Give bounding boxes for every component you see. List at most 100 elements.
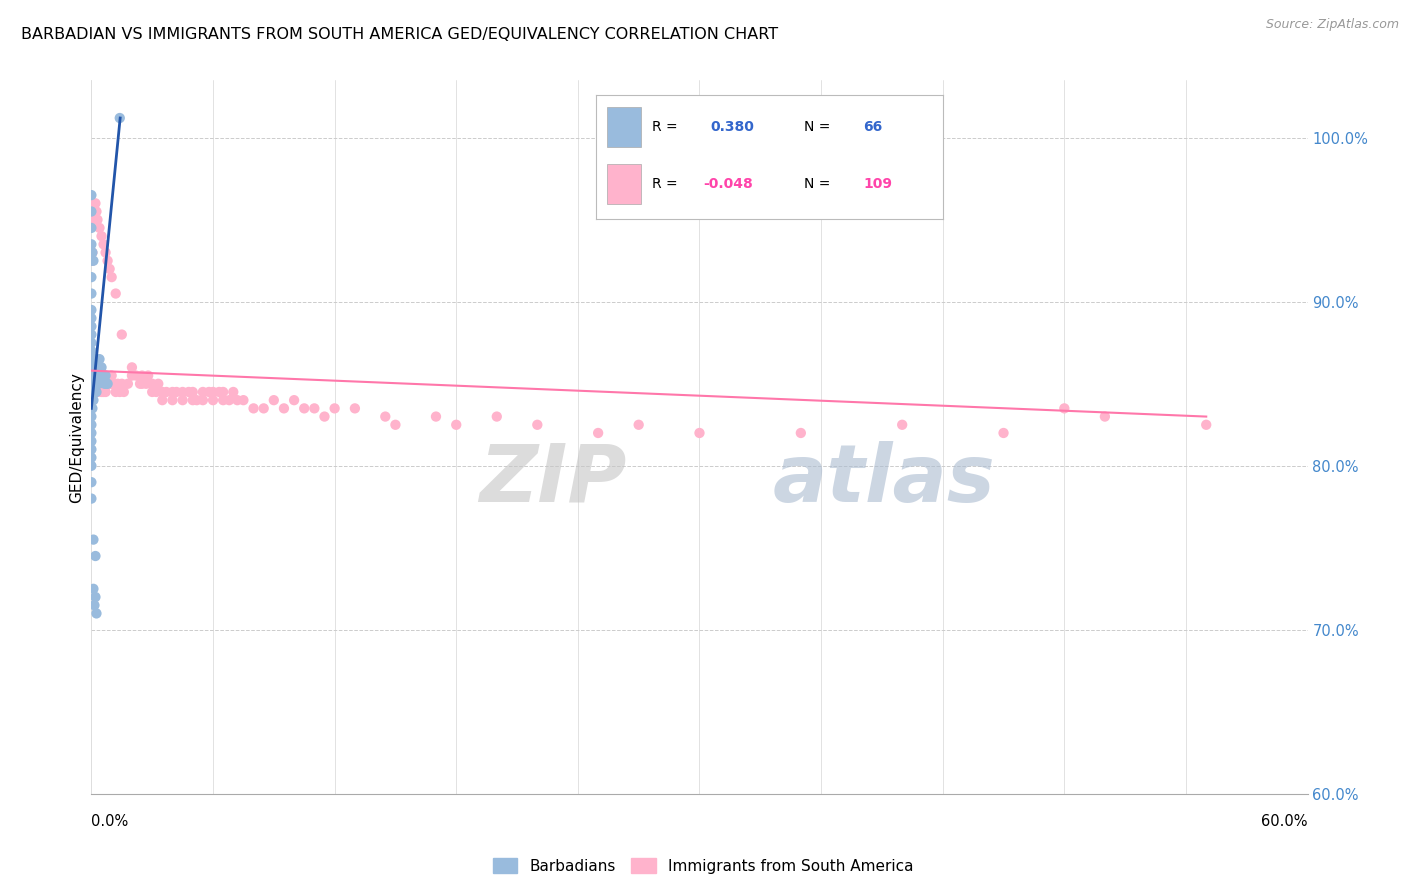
Point <box>150 384 173 399</box>
Point <box>526 417 548 432</box>
Point <box>166 384 188 399</box>
Point <box>627 417 650 432</box>
Point <box>131 376 153 391</box>
Point <box>107 376 129 391</box>
Point <box>111 327 134 342</box>
Point <box>80 302 103 317</box>
Point <box>80 376 103 391</box>
Point <box>82 253 104 268</box>
Point <box>86 376 108 391</box>
Point <box>253 401 276 416</box>
Point <box>202 393 225 408</box>
Point <box>80 253 103 268</box>
Point <box>202 384 225 399</box>
Point <box>444 417 467 432</box>
Point <box>112 384 135 399</box>
Point <box>148 376 170 391</box>
Point <box>82 376 104 391</box>
Point <box>80 409 103 424</box>
Point <box>1195 417 1218 432</box>
Point <box>181 384 204 399</box>
Point <box>141 384 163 399</box>
Point <box>97 376 120 391</box>
Point <box>94 368 117 383</box>
Point <box>1053 401 1076 416</box>
Point <box>82 360 104 375</box>
Point <box>162 393 184 408</box>
Point <box>100 368 122 383</box>
Point <box>86 376 108 391</box>
Point <box>82 384 104 399</box>
Point <box>80 221 103 235</box>
Point <box>93 368 115 383</box>
Text: BARBADIAN VS IMMIGRANTS FROM SOUTH AMERICA GED/EQUIVALENCY CORRELATION CHART: BARBADIAN VS IMMIGRANTS FROM SOUTH AMERI… <box>21 27 778 42</box>
Point <box>82 582 104 596</box>
Point <box>425 409 447 424</box>
Point <box>891 417 914 432</box>
Point <box>89 368 111 383</box>
Legend: Barbadians, Immigrants from South America: Barbadians, Immigrants from South Americ… <box>486 852 920 880</box>
Point <box>111 376 134 391</box>
Point <box>82 253 104 268</box>
Point <box>177 384 200 399</box>
Point <box>90 360 112 375</box>
Point <box>145 384 167 399</box>
Point <box>172 393 194 408</box>
Point <box>80 384 103 399</box>
Point <box>93 384 115 399</box>
Point <box>80 376 103 391</box>
Point <box>790 425 813 440</box>
Point <box>82 401 104 416</box>
Point <box>80 343 103 358</box>
Point <box>80 286 103 301</box>
Point <box>86 607 108 621</box>
Point <box>343 401 366 416</box>
Point <box>80 442 103 457</box>
Point <box>97 376 120 391</box>
Point <box>90 376 112 391</box>
Point <box>125 368 148 383</box>
Point <box>186 393 208 408</box>
Text: Source: ZipAtlas.com: Source: ZipAtlas.com <box>1265 18 1399 31</box>
Point <box>97 253 120 268</box>
Point <box>87 376 110 391</box>
Text: atlas: atlas <box>772 441 995 519</box>
Point <box>84 352 107 367</box>
Point <box>86 368 108 383</box>
Point <box>121 360 143 375</box>
Point <box>80 188 103 202</box>
Point <box>80 311 103 326</box>
Point <box>93 237 115 252</box>
Point <box>80 450 103 465</box>
Point <box>82 368 104 383</box>
Point <box>89 376 111 391</box>
Point <box>93 376 115 391</box>
Point <box>485 409 508 424</box>
Point <box>80 327 103 342</box>
Point <box>82 245 104 260</box>
Text: 60.0%: 60.0% <box>1261 814 1308 829</box>
Point <box>80 368 103 383</box>
Point <box>82 245 104 260</box>
Point <box>181 393 204 408</box>
Point <box>191 393 214 408</box>
Point <box>80 475 103 490</box>
Point <box>242 401 264 416</box>
Point <box>208 384 231 399</box>
Point <box>98 376 121 391</box>
Point <box>83 599 105 613</box>
Point <box>80 417 103 432</box>
Point <box>80 270 103 285</box>
Point <box>86 368 108 383</box>
Point <box>80 319 103 334</box>
Point <box>135 376 157 391</box>
Point <box>90 368 112 383</box>
Point <box>80 360 103 375</box>
Point <box>131 368 153 383</box>
Point <box>121 368 143 383</box>
Point <box>82 393 104 408</box>
Point <box>86 204 108 219</box>
Point <box>222 384 245 399</box>
Point <box>89 368 111 383</box>
Point <box>84 196 107 211</box>
